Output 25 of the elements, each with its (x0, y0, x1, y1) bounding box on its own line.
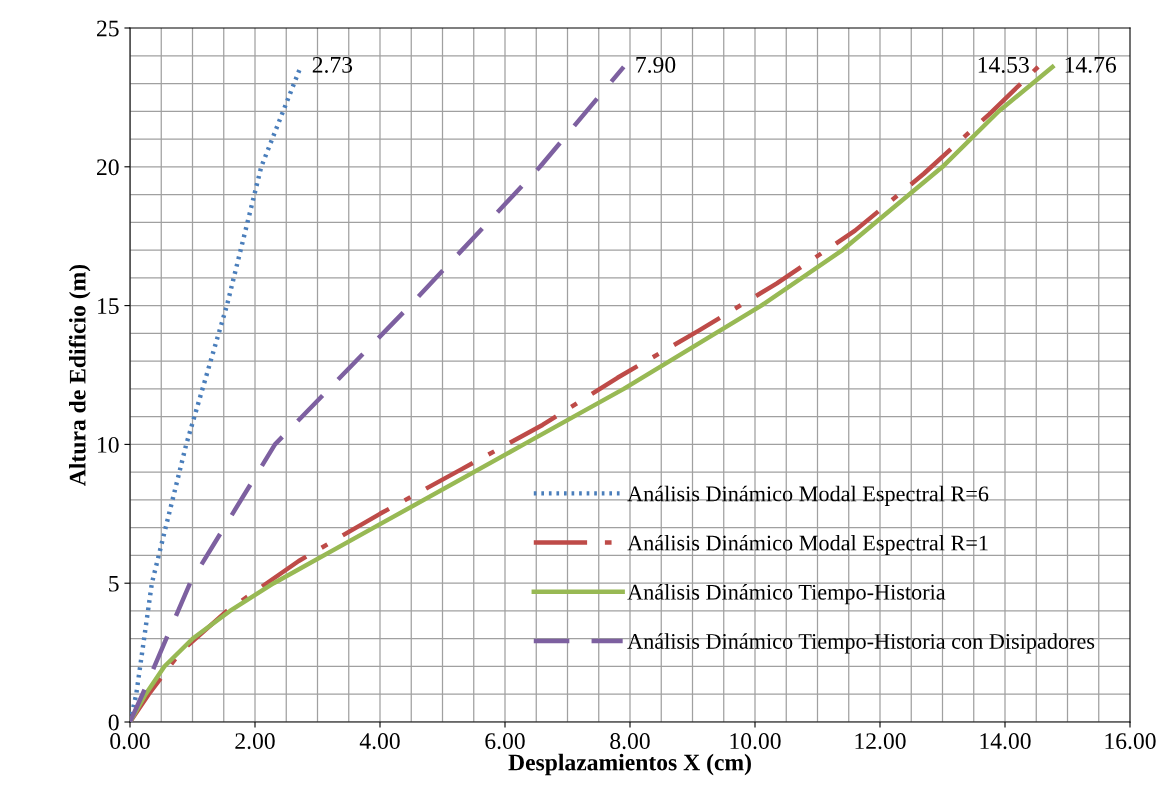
annotation: 7.90 (636, 56, 676, 73)
x-tick-label: 10.00 (730, 733, 781, 750)
x-axis-title: Desplazamientos X (cm) (508, 753, 751, 776)
x-tick-label: 16.00 (1105, 733, 1156, 750)
legend-label: Análisis Dinámico Modal Espectral R=1 (627, 534, 988, 556)
x-tick-label: 2.00 (235, 733, 275, 750)
x-tick-label: 14.00 (980, 733, 1031, 750)
legend-label: Análisis Dinámico Tiempo-Historia (627, 584, 946, 605)
annotation: 14.76 (1065, 56, 1117, 73)
y-tick-label: 20 (97, 159, 119, 176)
y-tick-label: 25 (97, 20, 119, 37)
y-axis-title: Altura de Edificio (m) (68, 264, 91, 486)
x-tick-label: 4.00 (359, 733, 400, 750)
x-tick-label: 12.00 (855, 733, 906, 750)
annotation: 14.53 (978, 56, 1029, 73)
annotation: 2.73 (312, 56, 353, 73)
y-tick-label: 10 (98, 436, 119, 453)
legend-label: Análisis Dinámico Modal Espectral R=6 (627, 485, 989, 506)
x-tick-label: 6.00 (485, 733, 525, 750)
y-tick-label: 0 (108, 714, 119, 731)
x-tick-label: 0.00 (110, 733, 150, 750)
y-tick-label: 15 (98, 298, 119, 315)
x-tick-label: 8.00 (610, 733, 650, 750)
y-tick-label: 5 (109, 575, 119, 592)
legend-label: Análisis Dinámico Tiempo-Historia con Disipadores (627, 633, 1095, 654)
